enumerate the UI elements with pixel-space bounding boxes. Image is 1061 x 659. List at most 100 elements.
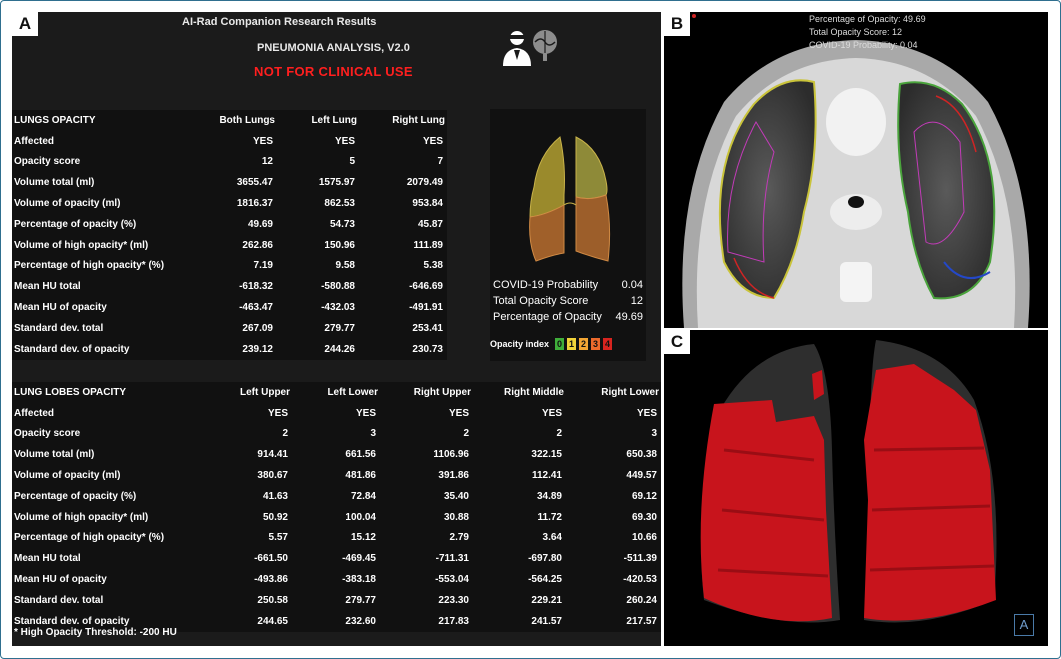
table-cell: 50.92	[262, 511, 288, 523]
table-cell: 2079.49	[406, 177, 443, 189]
table-cell: 650.38	[626, 449, 657, 461]
row-label: Volume total (ml)	[14, 177, 95, 189]
table-cell: 250.58	[257, 594, 288, 606]
column-header: Right Lower	[601, 386, 659, 398]
table-cell: YES	[267, 407, 288, 419]
table-cell: 279.77	[345, 594, 376, 606]
table-cell: 3655.47	[236, 177, 273, 189]
table-cell: 2	[282, 428, 288, 440]
column-header: Right Middle	[504, 386, 564, 398]
row-label: Opacity score	[14, 156, 81, 168]
table-cell: 5	[349, 156, 355, 168]
lung-opacity-diagram	[529, 136, 611, 262]
lung-3d-render	[664, 330, 1048, 646]
table-cell: 1575.97	[318, 177, 355, 189]
covid-probability-value: 0.04	[621, 279, 643, 291]
row-label: Volume of high opacity* (ml)	[14, 239, 149, 251]
panel-label-a: A	[12, 12, 38, 36]
orientation-marker: A	[1014, 614, 1034, 636]
table-cell: 217.57	[626, 615, 657, 627]
table-row: Standard dev. of opacity 244.65 232.60 217.…	[12, 611, 661, 632]
table-cell: 2	[463, 428, 469, 440]
lungs-opacity-table: LUNGS OPACITY Both Lungs Left Lung Right…	[12, 110, 447, 360]
table-cell: 239.12	[242, 343, 273, 355]
table-cell: -553.04	[435, 574, 469, 586]
table-cell: 150.96	[324, 239, 355, 251]
table-cell: 253.41	[412, 322, 443, 334]
report-subtitle: PNEUMONIA ANALYSIS, V2.0	[257, 42, 410, 54]
table-row: Mean HU of opacity -463.47 -432.03 -491.91	[12, 297, 447, 318]
table-row: Opacity score 2 3 2 2 3	[12, 424, 661, 445]
ct-image	[664, 12, 1048, 328]
row-label: Mean HU total	[14, 281, 81, 293]
table-cell: 5.57	[268, 532, 288, 544]
table-cell: YES	[448, 407, 469, 419]
column-header: Left Lung	[311, 114, 357, 126]
table-cell: 481.86	[345, 470, 376, 482]
table-row: Affected YES YES YES	[12, 131, 447, 152]
table-cell: YES	[334, 135, 355, 147]
table-cell: 2	[556, 428, 562, 440]
table-cell: YES	[252, 135, 273, 147]
table-cell: 34.89	[536, 490, 562, 502]
table-cell: 9.58	[335, 260, 355, 272]
table-cell: 232.60	[345, 615, 376, 627]
row-label: Percentage of high opacity* (%)	[14, 260, 165, 272]
table-cell: 7	[437, 156, 443, 168]
column-header: Left Upper	[240, 386, 290, 398]
table-cell: 11.72	[537, 511, 562, 523]
table-row: Volume total (ml) 914.41 661.56 1106.96 322.…	[12, 444, 661, 465]
table-cell: 112.41	[531, 470, 562, 482]
table-cell: -383.18	[342, 574, 376, 586]
table-cell: -711.31	[435, 553, 469, 565]
row-label: Standard dev. of opacity	[14, 615, 130, 627]
opacity-index-swatch: 2	[578, 337, 590, 351]
row-label: Mean HU of opacity	[14, 574, 107, 586]
table-cell: 30.88	[443, 511, 469, 523]
table-row: Percentage of opacity (%) 49.69 54.73 45.87	[12, 214, 447, 235]
table-row: Volume of high opacity* (ml) 262.86 150.96…	[12, 235, 447, 256]
table-cell: 49.69	[247, 218, 273, 230]
table-cell: 260.24	[626, 594, 657, 606]
row-label: Percentage of opacity (%)	[14, 490, 137, 502]
covid-probability-label: COVID-19 Probability	[493, 279, 599, 291]
table-cell: 217.83	[438, 615, 469, 627]
table-row: Volume of opacity (ml) 380.67 481.86 391.86…	[12, 465, 661, 486]
panel-a-report: AI-Rad Companion Research Results PNEUMO…	[12, 12, 661, 646]
panel-c-3d-render: A	[664, 330, 1048, 646]
row-label: Volume of high opacity* (ml)	[14, 511, 149, 523]
table-row: Opacity score 12 5 7	[12, 152, 447, 173]
table-cell: 69.30	[631, 511, 657, 523]
table-row: Affected YES YES YES YES YES	[12, 403, 661, 424]
table-cell: -511.39	[623, 553, 657, 565]
table-cell: 12	[261, 156, 273, 168]
row-label: Opacity score	[14, 428, 81, 440]
table-cell: 953.84	[412, 198, 443, 210]
table-cell: -463.47	[239, 302, 273, 314]
table-cell: 862.53	[324, 198, 355, 210]
table-header-row: LUNG LOBES OPACITY Left Upper Left Lower…	[12, 382, 661, 403]
table-cell: 111.89	[413, 239, 443, 251]
table-row: Volume total (ml) 3655.47 1575.97 2079.49	[12, 172, 447, 193]
table-cell: -697.80	[528, 553, 562, 565]
table-cell: 41.63	[262, 490, 288, 502]
table-cell: -469.45	[342, 553, 376, 565]
table-cell: 100.04	[345, 511, 376, 523]
table-cell: 15.12	[350, 532, 376, 544]
table-cell: 230.73	[412, 343, 443, 355]
row-label: Volume total (ml)	[14, 449, 95, 461]
table-cell: 69.12	[631, 490, 657, 502]
table-cell: 449.57	[626, 470, 657, 482]
opacity-index-label: Opacity index	[490, 339, 550, 349]
total-opacity-score-value: 12	[630, 295, 643, 307]
table-row: Standard dev. of opacity 239.12 244.26 230.…	[12, 339, 447, 360]
table-cell: YES	[636, 407, 657, 419]
clinical-warning: NOT FOR CLINICAL USE	[254, 64, 413, 79]
opacity-index-swatch: 3	[590, 337, 602, 351]
row-label: Standard dev. total	[14, 322, 104, 334]
table-cell: 244.26	[324, 343, 355, 355]
panel-label-b: B	[664, 12, 690, 36]
table-cell: 3.64	[542, 532, 562, 544]
table-row: Mean HU total -661.50 -469.45 -711.31 -697.8…	[12, 548, 661, 569]
ct-overlay-probability: COVID-19 Probability: 0.04	[809, 40, 918, 50]
